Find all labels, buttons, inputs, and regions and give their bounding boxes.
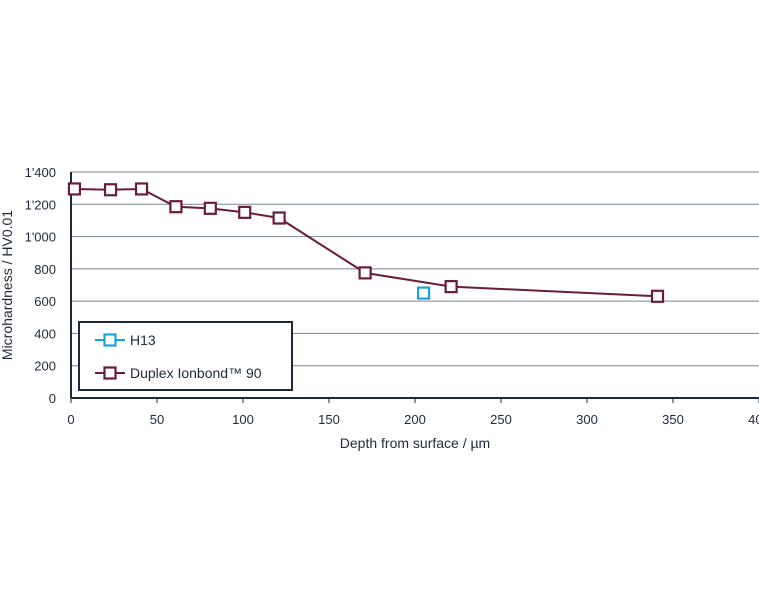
x-tick-label: 150 xyxy=(318,412,340,427)
x-tick-label: 250 xyxy=(490,412,512,427)
data-point xyxy=(417,286,431,300)
x-tick-label: 0 xyxy=(67,412,74,427)
x-tick-label: 300 xyxy=(576,412,598,427)
data-point xyxy=(134,182,149,196)
legend-label: H13 xyxy=(130,332,156,348)
legend-marker xyxy=(103,366,117,380)
y-axis-title: Microhardness / HV0.01 xyxy=(0,210,15,360)
y-tick-label: 0 xyxy=(49,391,56,406)
x-tick-label: 100 xyxy=(232,412,254,427)
x-tick-label: 400 xyxy=(748,412,759,427)
axes xyxy=(70,172,759,403)
data-point xyxy=(650,289,665,303)
series-layer xyxy=(67,182,665,303)
y-tick-label: 1'000 xyxy=(25,230,56,245)
data-point xyxy=(67,182,82,196)
x-tick-labels: 0 50 100 150 200 250 300 350 400 xyxy=(67,412,759,427)
series-0 xyxy=(417,286,431,300)
y-tick-label: 600 xyxy=(34,294,56,309)
data-point xyxy=(444,280,458,294)
data-point xyxy=(169,200,183,214)
y-tick-label: 1'200 xyxy=(25,197,56,212)
legend-marker xyxy=(103,333,117,347)
x-tick-label: 200 xyxy=(404,412,426,427)
x-tick-label: 350 xyxy=(662,412,684,427)
y-tick-label: 400 xyxy=(34,326,56,341)
x-tick-label: 50 xyxy=(150,412,164,427)
data-point xyxy=(272,211,286,225)
y-tick-labels: 0 200 400 600 800 1'000 1'200 1'400 xyxy=(25,165,56,406)
data-point xyxy=(103,183,118,197)
data-point xyxy=(238,205,252,219)
legend: H13 Duplex Ionbond™ 90 xyxy=(78,321,293,391)
x-axis-title: Depth from surface / µm xyxy=(340,435,490,451)
series-line xyxy=(74,187,658,298)
legend-label: Duplex Ionbond™ 90 xyxy=(130,365,262,381)
data-point xyxy=(203,201,217,215)
y-tick-label: 1'400 xyxy=(25,165,56,180)
series-1 xyxy=(67,182,665,303)
y-tick-label: 200 xyxy=(34,359,56,374)
data-point xyxy=(358,266,372,280)
y-tick-label: 800 xyxy=(34,262,56,277)
